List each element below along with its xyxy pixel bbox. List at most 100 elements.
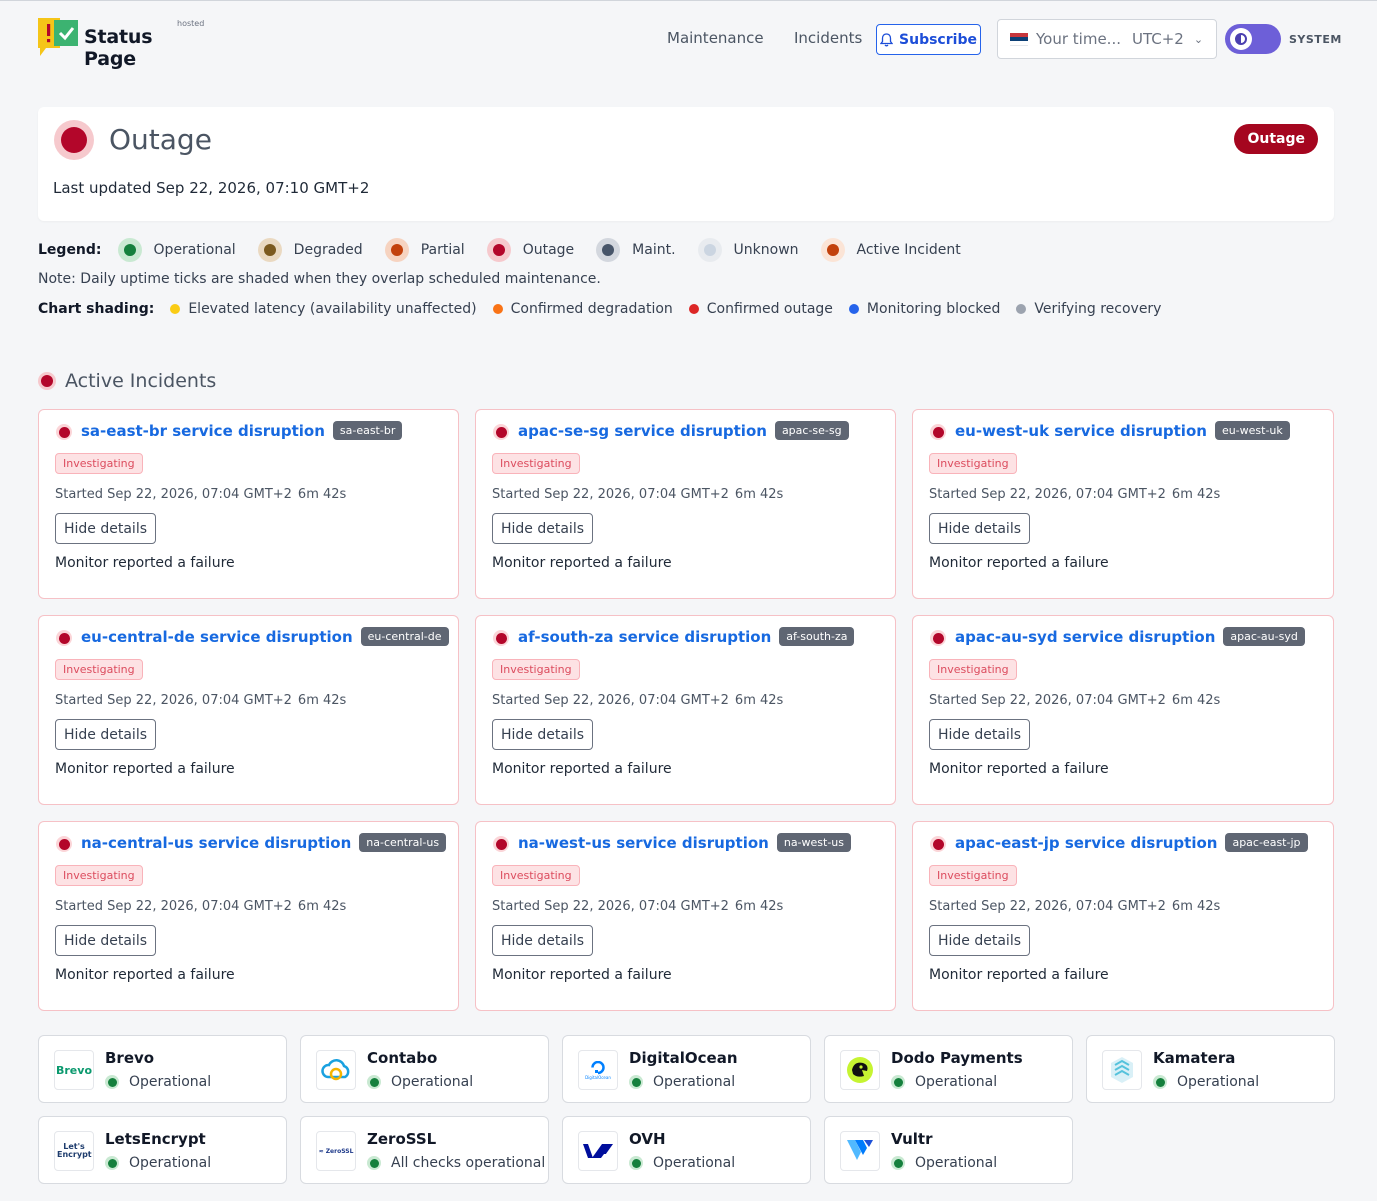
subscribe-button[interactable]: Subscribe <box>876 24 981 55</box>
provider-status: Operational <box>367 1074 473 1090</box>
outage-status-icon <box>56 836 72 852</box>
incident-card: eu-central-de service disruption eu-centr… <box>38 615 459 805</box>
status-badge: Outage <box>1234 124 1318 154</box>
hide-details-button[interactable]: Hide details <box>929 925 1031 956</box>
shading-label: Confirmed degradation <box>510 301 673 317</box>
nav-incidents[interactable]: Incidents <box>794 29 863 47</box>
incident-region-tag: apac-se-sg <box>774 421 849 440</box>
legend-dot <box>602 244 615 256</box>
incident-message: Monitor reported a failure <box>929 967 1109 983</box>
theme-toggle[interactable] <box>1225 24 1281 54</box>
incident-started: Started Sep 22, 2026, 07:04 GMT+2 6m 42s <box>492 487 783 502</box>
legend-label: Operational <box>153 242 236 258</box>
hide-details-button[interactable]: Hide details <box>492 925 594 956</box>
provider-status-label: Operational <box>129 1155 212 1171</box>
legend-item: Maint. <box>596 238 676 262</box>
incident-title-link[interactable]: eu-west-uk service disruption <box>955 421 1207 440</box>
provider-card[interactable]: Contabo Operational <box>300 1035 549 1103</box>
timezone-offset: UTC+2 <box>1132 30 1184 48</box>
legend-dot <box>263 244 276 256</box>
provider-status-label: Operational <box>1177 1074 1260 1090</box>
provider-card[interactable]: Dodo Payments Operational <box>824 1035 1073 1103</box>
provider-status-label: All checks operational <box>391 1155 546 1171</box>
incident-title-link[interactable]: na-central-us service disruption <box>81 833 352 852</box>
incident-card: af-south-za service disruption af-south-z… <box>475 615 896 805</box>
incident-title-link[interactable]: na-west-us service disruption <box>518 833 769 852</box>
legend-status-icon <box>486 238 511 262</box>
uptime-note: Note: Daily uptime ticks are shaded when… <box>38 271 601 287</box>
shading-dot <box>848 304 859 314</box>
contabo-logo-icon <box>316 1050 356 1090</box>
site-logo[interactable]: Status Page hosted <box>38 18 208 70</box>
incident-card: na-central-us service disruption na-centr… <box>38 821 459 1011</box>
incident-started: Started Sep 22, 2026, 07:04 GMT+2 6m 42s <box>55 899 346 914</box>
provider-status-label: Operational <box>653 1155 736 1171</box>
timezone-placeholder: Your time... <box>1036 30 1121 48</box>
incident-region-tag: na-west-us <box>776 833 852 852</box>
incident-title-link[interactable]: apac-se-sg service disruption <box>518 421 767 440</box>
provider-status: Operational <box>105 1074 211 1090</box>
legend-label: Degraded <box>293 242 363 258</box>
hide-details-button[interactable]: Hide details <box>492 719 594 750</box>
legend-item: Outage <box>486 238 575 262</box>
logo-text: Status Page <box>84 26 153 70</box>
provider-name: LetsEncrypt <box>105 1130 206 1148</box>
provider-status-label: Operational <box>915 1074 998 1090</box>
operational-status-icon <box>1153 1075 1167 1089</box>
subscribe-label: Subscribe <box>899 31 977 48</box>
zerossl-logo-icon: ≈ ZeroSSL <box>316 1131 356 1171</box>
chevron-down-icon: ⌄ <box>1193 32 1204 46</box>
hide-details-button[interactable]: Hide details <box>55 513 157 544</box>
legend-label: Partial <box>420 242 465 258</box>
contrast-icon <box>1230 28 1252 50</box>
provider-card[interactable]: ≈ ZeroSSL ZeroSSL All checks operational <box>300 1116 549 1184</box>
nav-maintenance[interactable]: Maintenance <box>667 29 764 47</box>
incident-title-link[interactable]: apac-east-jp service disruption <box>955 833 1218 852</box>
incident-title-link[interactable]: af-south-za service disruption <box>518 627 772 646</box>
provider-card[interactable]: Vultr Operational <box>824 1116 1073 1184</box>
incident-started: Started Sep 22, 2026, 07:04 GMT+2 6m 42s <box>929 899 1220 914</box>
operational-status-icon <box>891 1156 905 1170</box>
provider-name: Brevo <box>105 1049 155 1067</box>
incident-started: Started Sep 22, 2026, 07:04 GMT+2 6m 42s <box>492 899 783 914</box>
provider-status: Operational <box>891 1074 997 1090</box>
operational-status-icon <box>105 1156 119 1170</box>
chart-shading-legend: Chart shading: Elevated latency (availab… <box>38 301 1177 317</box>
incident-region-tag: na-central-us <box>359 833 447 852</box>
legend-label: Outage <box>522 242 575 258</box>
incident-card: na-west-us service disruption na-west-us I… <box>475 821 896 1011</box>
incident-title-row: apac-se-sg service disruption apac-se-sg <box>518 421 849 440</box>
incident-start-time: Started Sep 22, 2026, 07:04 GMT+2 <box>55 899 292 914</box>
hide-details-button[interactable]: Hide details <box>55 719 157 750</box>
incident-region-tag: sa-east-br <box>332 421 403 440</box>
provider-card[interactable]: Let's Encrypt LetsEncrypt Operational <box>38 1116 287 1184</box>
incident-message: Monitor reported a failure <box>492 555 672 571</box>
legend-status-icon <box>596 238 621 262</box>
operational-status-icon <box>629 1075 643 1089</box>
status-page-logo-icon <box>38 18 78 56</box>
provider-status: Operational <box>1153 1074 1259 1090</box>
outage-status-icon <box>38 372 56 390</box>
hide-details-button[interactable]: Hide details <box>55 925 157 956</box>
incident-title-link[interactable]: eu-central-de service disruption <box>81 627 353 646</box>
hide-details-button[interactable]: Hide details <box>929 513 1031 544</box>
active-incidents-heading: Active Incidents <box>38 370 216 392</box>
provider-status: Operational <box>629 1074 735 1090</box>
incident-title-row: na-central-us service disruption na-centr… <box>81 833 447 852</box>
incident-duration: 6m 42s <box>734 693 784 708</box>
provider-status: Operational <box>629 1155 735 1171</box>
provider-name: Contabo <box>367 1049 438 1067</box>
hide-details-button[interactable]: Hide details <box>492 513 594 544</box>
provider-card[interactable]: DigitalOcean DigitalOcean Operational <box>562 1035 811 1103</box>
incident-start-time: Started Sep 22, 2026, 07:04 GMT+2 <box>929 487 1166 502</box>
provider-card[interactable]: Brevo Brevo Operational <box>38 1035 287 1103</box>
timezone-select[interactable]: Your time... UTC+2 ⌄ <box>997 19 1217 59</box>
incident-message: Monitor reported a failure <box>492 761 672 777</box>
hide-details-button[interactable]: Hide details <box>929 719 1031 750</box>
provider-card[interactable]: Kamatera Operational <box>1086 1035 1335 1103</box>
incident-title-row: na-west-us service disruption na-west-us <box>518 833 852 852</box>
incident-title-link[interactable]: apac-au-syd service disruption <box>955 627 1216 646</box>
incident-status-badge: Investigating <box>55 453 143 474</box>
provider-card[interactable]: OVH Operational <box>562 1116 811 1184</box>
incident-title-link[interactable]: sa-east-br service disruption <box>81 421 325 440</box>
